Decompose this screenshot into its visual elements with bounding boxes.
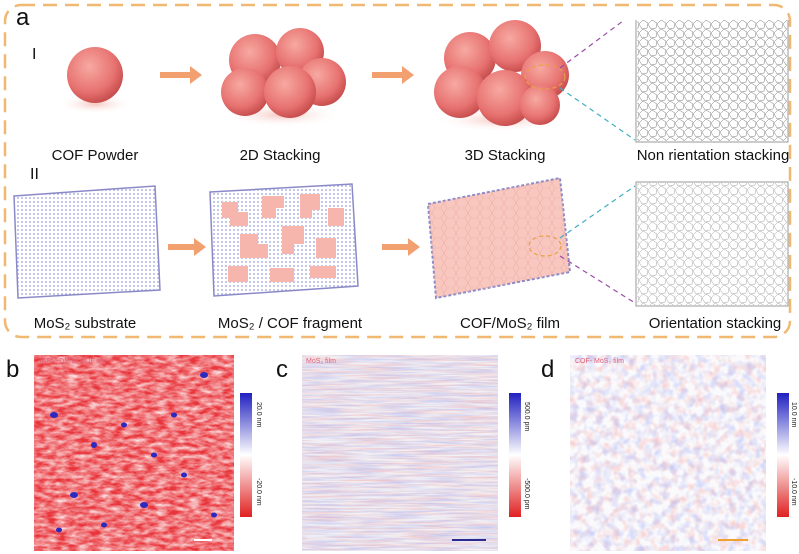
caption-non-orientation-stacking: Non rientation stacking	[636, 147, 790, 164]
colorbar-d-max: 10.0 nm	[790, 402, 797, 428]
panel-a-letter: a	[16, 4, 30, 31]
cof-mos2-film-icon	[426, 176, 572, 300]
panel-d-letter: d	[541, 356, 555, 383]
caption-cof-powder: COF Powder	[51, 147, 139, 164]
scale-bar-b	[194, 539, 212, 541]
scale-bar-c	[452, 539, 486, 541]
caption-3d-stacking: 3D Stacking	[464, 147, 546, 164]
arrow-icon	[372, 66, 414, 84]
arrow-icon	[168, 238, 206, 256]
cof-powder-sphere-icon	[67, 47, 123, 103]
map-c-tag: MoS₂ film	[306, 358, 336, 365]
afm-map-c	[302, 355, 498, 551]
colorbar-b-min: -20.0 nm	[255, 478, 262, 506]
colorbar-c-min: -500.0 pm	[523, 478, 530, 510]
caption-orientation-stacking: Orientation stacking	[648, 315, 782, 332]
colorbar-d	[777, 393, 789, 517]
scale-bar-d	[718, 539, 748, 541]
row2-graphics	[13, 176, 789, 307]
mos2-substrate-icon	[13, 185, 161, 299]
caption-mos2-cof-fragment: MoS₂ / COF fragment	[217, 315, 363, 332]
afm-map-b	[34, 355, 234, 551]
powder-shadow-icon	[57, 94, 133, 114]
mos2-cof-fragment-icon	[209, 183, 359, 297]
colorbar-c-max: 500.0 pm	[523, 402, 530, 432]
map-d-tag: COF- MoS₂ film	[575, 358, 624, 365]
map-b-tag: TAPM-DMTA COF film	[38, 358, 108, 365]
caption-2d-stacking: 2D Stacking	[239, 147, 321, 164]
caption-mos2-substrate: MoS₂ substrate	[33, 315, 137, 332]
caption-cof-mos2-film: COF/MoS₂ film	[460, 315, 560, 332]
panel-b-letter: b	[6, 356, 20, 383]
colorbar-b	[240, 393, 252, 517]
colorbar-d-min: -10.0 nm	[790, 478, 797, 506]
row1-graphics	[57, 20, 789, 143]
colorbar-b-max: 20.0 nm	[255, 402, 262, 428]
arrow-icon	[160, 66, 202, 84]
panel-c-letter: c	[276, 356, 288, 383]
afm-map-d	[570, 355, 766, 551]
stacking-2d-cluster-icon	[221, 28, 346, 127]
stacking-3d-cluster-icon	[434, 20, 569, 132]
row-label-2: II	[30, 166, 39, 183]
row-label-1: I	[32, 46, 37, 63]
colorbar-c	[509, 393, 521, 517]
arrow-icon	[382, 238, 420, 256]
